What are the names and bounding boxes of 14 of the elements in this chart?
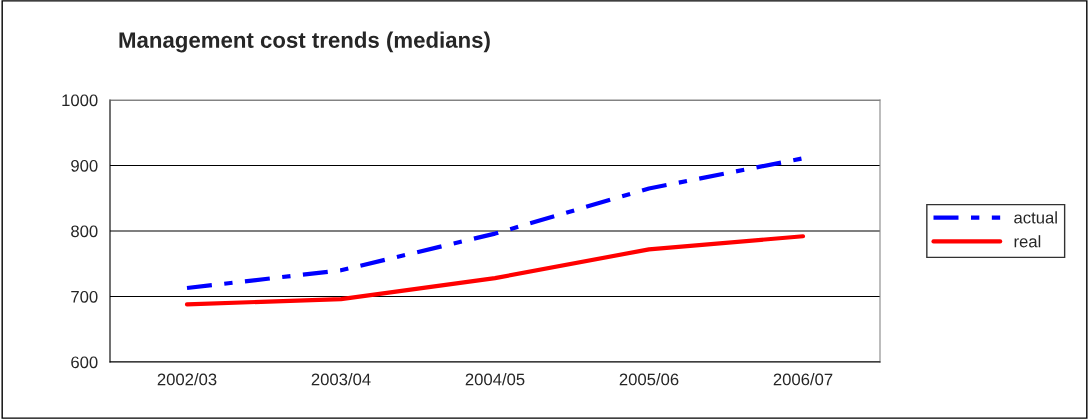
y-tick-label: 1000: [62, 94, 98, 107]
y-tick-label: 900: [71, 159, 98, 172]
x-tick-label: 2006/07: [773, 373, 833, 386]
x-tick-label: 2005/06: [619, 373, 679, 386]
line-series: [184, 234, 806, 307]
x-tick-label: 2004/05: [465, 373, 525, 386]
chart-title: Management cost trends (medians): [119, 31, 490, 53]
legend-label: actual: [1014, 211, 1057, 224]
y-tick-label: 800: [71, 225, 98, 238]
y-tick-label: 600: [71, 356, 98, 369]
legend-label: real: [1014, 235, 1041, 248]
x-tick-label: 2002/03: [157, 373, 217, 386]
x-tick-label: 2003/04: [311, 373, 371, 386]
y-tick-label: 700: [71, 290, 98, 303]
